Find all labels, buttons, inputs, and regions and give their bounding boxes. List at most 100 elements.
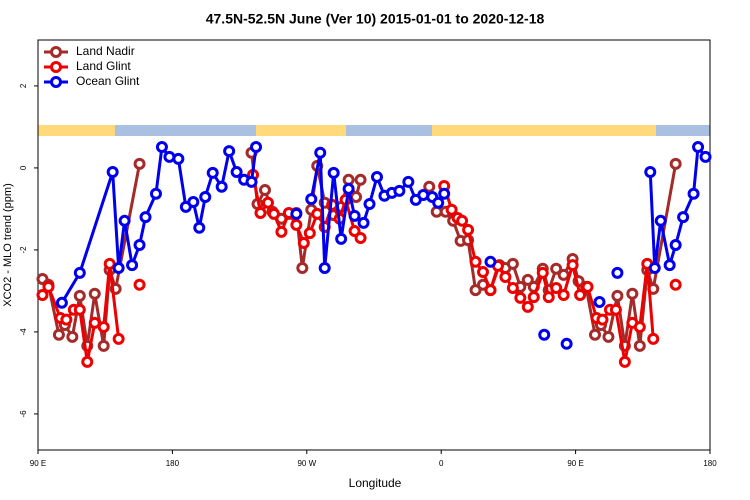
- data-point: [687, 187, 700, 200]
- y-axis-label: XCO2 - MLO trend (ppm): [2, 183, 14, 306]
- data-point: [109, 282, 122, 295]
- x-tick-label: 90 E: [30, 459, 46, 468]
- data-point: [88, 316, 101, 329]
- data-point: [462, 223, 475, 236]
- data-point: [103, 257, 116, 270]
- data-point: [536, 266, 549, 279]
- data-point: [538, 328, 551, 341]
- data-point: [172, 152, 185, 165]
- series: [36, 146, 682, 352]
- data-point: [297, 236, 310, 249]
- data-point: [477, 278, 490, 291]
- data-point: [112, 261, 125, 274]
- x-axis-label: Longitude: [349, 476, 402, 490]
- data-point: [611, 289, 624, 302]
- data-point: [644, 166, 657, 179]
- legend-marker: [50, 61, 62, 73]
- series-line: [42, 175, 675, 362]
- data-point: [149, 187, 162, 200]
- data-point: [484, 284, 497, 297]
- data-point: [677, 211, 690, 224]
- data-point: [469, 255, 482, 268]
- data-point: [60, 313, 73, 326]
- data-point: [245, 175, 258, 188]
- data-point: [126, 259, 139, 272]
- data-point: [560, 337, 573, 350]
- y-tick-label: -4: [19, 328, 28, 336]
- data-point: [193, 221, 206, 234]
- data-point: [97, 339, 110, 352]
- data-point: [618, 355, 631, 368]
- y-tick-label: -2: [19, 246, 28, 254]
- data-point: [499, 270, 512, 283]
- data-point: [354, 173, 367, 186]
- data-point: [589, 328, 602, 341]
- data-point: [456, 214, 469, 227]
- data-point: [647, 332, 660, 345]
- data-point: [112, 332, 125, 345]
- y-tick-label: -6: [19, 410, 28, 418]
- data-point: [311, 207, 324, 220]
- data-point: [654, 214, 667, 227]
- legend-label: Land Glint: [76, 59, 131, 73]
- data-point: [542, 291, 555, 304]
- data-point: [402, 175, 415, 188]
- data-point: [521, 300, 534, 313]
- data-point: [36, 289, 49, 302]
- data-point: [648, 261, 661, 274]
- data-point: [258, 184, 271, 197]
- data-point: [514, 291, 527, 304]
- data-point: [335, 232, 348, 245]
- data-point: [669, 157, 682, 170]
- legend-marker: [50, 76, 62, 88]
- legend-marker: [50, 46, 62, 58]
- data-point: [139, 211, 152, 224]
- data-point: [327, 166, 340, 179]
- land-mask: [38, 125, 710, 136]
- data-point: [199, 191, 212, 204]
- data-point: [581, 280, 594, 293]
- data-point: [52, 328, 65, 341]
- data-point: [566, 259, 579, 272]
- data-point: [290, 207, 303, 220]
- data-point: [609, 303, 622, 316]
- data-point: [342, 182, 355, 195]
- data-point: [484, 255, 497, 268]
- data-point: [296, 261, 309, 274]
- data-point: [663, 259, 676, 272]
- data-point: [370, 170, 383, 183]
- data-point: [633, 339, 646, 352]
- data-point: [206, 166, 219, 179]
- ocean-band: [115, 125, 256, 136]
- data-point: [318, 261, 331, 274]
- data-point: [106, 166, 119, 179]
- x-tick-label: 180: [166, 459, 180, 468]
- x-tick-label: 0: [439, 459, 444, 468]
- data-point: [155, 141, 168, 154]
- data-point: [593, 295, 606, 308]
- data-point: [477, 266, 490, 279]
- ocean-band: [346, 125, 432, 136]
- data-point: [133, 157, 146, 170]
- data-point: [305, 193, 318, 206]
- data-point: [669, 239, 682, 251]
- data-point: [506, 257, 519, 270]
- series-line: [60, 143, 707, 304]
- data-point: [602, 330, 615, 343]
- data-point: [88, 287, 101, 300]
- data-point: [550, 282, 563, 295]
- data-point: [692, 141, 705, 154]
- data-point: [73, 289, 86, 302]
- data-point: [574, 289, 587, 302]
- data-point: [97, 321, 110, 333]
- data-point: [290, 218, 303, 231]
- x-tick-label: 90 W: [297, 459, 316, 468]
- data-point: [611, 266, 624, 279]
- data-point: [393, 184, 406, 197]
- chart-title: 47.5N-52.5N June (Ver 10) 2015-01-01 to …: [206, 11, 545, 27]
- data-point: [275, 225, 288, 238]
- plot-frame: [37, 39, 711, 451]
- data-point: [527, 291, 540, 304]
- data-point: [633, 321, 646, 333]
